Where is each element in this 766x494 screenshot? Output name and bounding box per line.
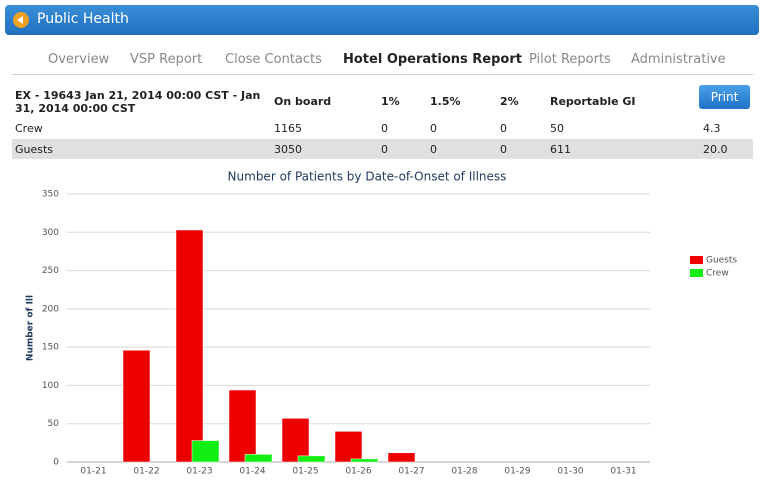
table-header: EX - 19643 Jan 21, 2014 00:00 CST - Jan …	[15, 89, 261, 115]
tab[interactable]: Pilot Reports	[529, 52, 611, 67]
table-cell: 0	[500, 143, 507, 156]
x-tick-label: 01-21	[80, 467, 106, 477]
tab[interactable]: Close Contacts	[225, 52, 322, 67]
tab[interactable]: Overview	[48, 52, 110, 67]
bar	[350, 458, 379, 463]
bar	[244, 454, 273, 463]
bar	[122, 349, 151, 463]
tab[interactable]: Hotel Operations Report	[343, 52, 522, 67]
x-tick-label: 01-28	[451, 467, 477, 477]
table-cell: 0	[500, 122, 507, 135]
table-cell: 4.3	[703, 122, 721, 135]
back-button[interactable]	[13, 12, 29, 28]
chart: Number of Patients by Date-of-Onset of I…	[26, 170, 738, 477]
table-cell: Crew	[15, 122, 43, 135]
table-cell: 0	[381, 143, 388, 156]
x-tick-label: 01-31	[610, 467, 636, 477]
legend-swatch	[690, 256, 703, 264]
table-header: 1.5%	[430, 95, 461, 108]
y-tick-label: 200	[42, 304, 59, 314]
bar	[297, 455, 326, 463]
tab-bar: Overview VSP Report Close Contacts Hotel…	[12, 46, 753, 75]
row-background	[12, 139, 753, 159]
x-tick-label: 01-25	[292, 467, 318, 477]
bar	[387, 452, 416, 463]
x-tick-label: 01-30	[557, 467, 583, 477]
legend-swatch	[690, 269, 703, 277]
tab[interactable]: Administrative	[631, 52, 726, 67]
x-tick-label: 01-22	[133, 467, 159, 477]
y-tick-label: 250	[42, 266, 59, 276]
table-cell: 3050	[274, 143, 302, 156]
legend-label: Crew	[706, 269, 729, 279]
table-cell: 0	[430, 122, 437, 135]
bar	[228, 389, 257, 463]
table-header: 1%	[381, 95, 400, 108]
x-tick-label: 01-26	[345, 467, 371, 477]
table-header: 2%	[500, 95, 519, 108]
bar	[334, 431, 363, 463]
bar	[175, 229, 204, 463]
legend-label: Guests	[706, 256, 737, 266]
table-cell: 1165	[274, 122, 302, 135]
table-cell: 50	[550, 122, 564, 135]
print-button[interactable]: Print	[699, 85, 750, 109]
table-header: On board	[274, 95, 332, 108]
table-cell: 611	[550, 143, 571, 156]
table-cell: 20.0	[703, 143, 728, 156]
x-tick-label: 01-23	[186, 467, 212, 477]
y-tick-label: 350	[42, 190, 59, 200]
header-title: Public Health	[37, 11, 129, 27]
y-tick-label: 50	[48, 419, 60, 429]
chart-title: Number of Patients by Date-of-Onset of I…	[228, 170, 507, 184]
tab[interactable]: VSP Report	[130, 52, 203, 67]
bar	[191, 440, 220, 463]
table-cell: 0	[430, 143, 437, 156]
y-axis-label: Number of Ill	[26, 295, 36, 361]
x-tick-label: 01-27	[398, 467, 424, 477]
table-header: Reportable GI	[550, 95, 636, 108]
y-tick-label: 100	[42, 381, 59, 391]
x-tick-label: 01-29	[504, 467, 530, 477]
table-cell: Guests	[15, 143, 54, 156]
y-tick-label: 0	[53, 458, 59, 468]
x-tick-label: 01-24	[239, 467, 265, 477]
y-tick-label: 300	[42, 228, 59, 238]
header-bar: Public Health	[5, 5, 759, 35]
bar	[281, 418, 310, 463]
y-tick-label: 150	[42, 343, 59, 353]
table-cell: 0	[381, 122, 388, 135]
